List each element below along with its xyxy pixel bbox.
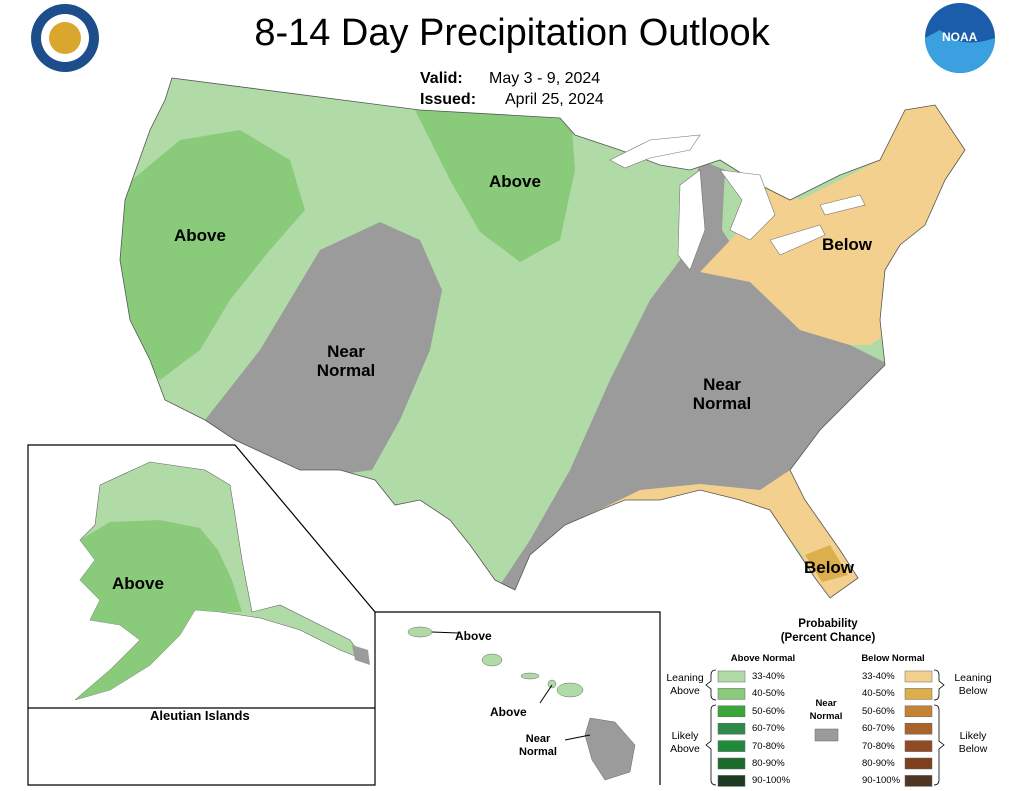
inset-frames [27, 444, 661, 786]
region-label: Above [112, 574, 164, 593]
below-swatch [904, 688, 933, 700]
brace [933, 669, 945, 701]
brace [705, 704, 717, 786]
below-bin-label: 80-90% [862, 758, 895, 769]
below-swatch [904, 722, 933, 735]
brace [933, 704, 945, 786]
legend-title: Probability [798, 618, 858, 630]
below-bin-label: 50-60% [862, 705, 895, 717]
above-bin-label: 33-40% [752, 671, 785, 682]
aleutian-title: Aleutian Islands [150, 708, 250, 723]
above-swatch [717, 688, 746, 700]
issued: April 25, 2024 [505, 91, 604, 108]
region-label: Near Normal [692, 375, 752, 413]
region-below [595, 470, 865, 598]
legend-group: Likely Below [958, 730, 988, 755]
title: 8-14 Day Precipitation Outlook [254, 12, 770, 54]
legend-header: Below Normal [861, 653, 925, 664]
legend [705, 669, 945, 787]
hawaii [407, 626, 584, 698]
below-bin-label: 90-100% [862, 775, 901, 787]
noaa-logo [925, 3, 995, 73]
above-swatch [717, 740, 746, 752]
below-swatch [904, 705, 933, 718]
legend-group: Leaning Above [666, 672, 704, 697]
above-bin-label: 80-90% [752, 758, 785, 769]
region-below-dark [805, 545, 848, 582]
region-above-dark [120, 130, 305, 380]
hawaii-near [584, 717, 636, 781]
above-swatch [717, 757, 746, 770]
alaska-near [352, 645, 370, 665]
pointer-lines [431, 631, 591, 741]
region-label: Above [490, 705, 527, 719]
legend-group: Likely Above [670, 730, 700, 755]
below-bin-label: 33-40% [862, 671, 895, 682]
above-bin-label: 60-70% [752, 723, 785, 735]
alaska-above [75, 520, 242, 700]
below-bin-label: 70-80% [862, 740, 895, 752]
region-near [200, 222, 442, 480]
region-label: Above [489, 172, 541, 191]
region-label: Above [174, 226, 226, 245]
below-swatch [904, 757, 933, 770]
above-swatch [717, 722, 746, 735]
above-swatch [717, 775, 746, 787]
region-above-dark [410, 100, 575, 262]
legend-group: Leaning Below [954, 672, 992, 697]
above-bin-label: 50-60% [752, 705, 785, 717]
near-label: Near Normal [809, 698, 843, 722]
region-label: Above [455, 629, 492, 643]
below-bin-label: 60-70% [862, 723, 895, 735]
above-swatch [717, 705, 746, 718]
above-bin-label: 40-50% [752, 688, 785, 700]
issued-label: Issued: [420, 91, 477, 108]
legend-subtitle: (Percent Chance) [780, 632, 876, 644]
valid-label: Valid: [420, 70, 463, 87]
below-swatch [904, 740, 933, 752]
region-label: Near Normal [519, 733, 557, 758]
noaa-text: NOAA [942, 30, 978, 44]
below-bin-label: 40-50% [862, 688, 895, 700]
region-label: Below [821, 235, 873, 254]
region-near [490, 160, 890, 598]
near-swatch [814, 728, 839, 742]
below-swatch [904, 670, 933, 683]
region-label: Below [803, 558, 855, 577]
great-lakes [609, 134, 866, 271]
above-bin-label: 90-100% [752, 775, 791, 787]
legend-header: Above Normal [730, 653, 796, 664]
brace [705, 669, 717, 701]
above-swatch [717, 670, 746, 683]
valid: May 3 - 9, 2024 [489, 70, 601, 87]
region-label: Near Normal [316, 342, 376, 380]
doc-seal [31, 4, 99, 72]
region-below [700, 95, 965, 345]
above-bin-label: 70-80% [752, 740, 785, 752]
below-swatch [904, 775, 933, 787]
